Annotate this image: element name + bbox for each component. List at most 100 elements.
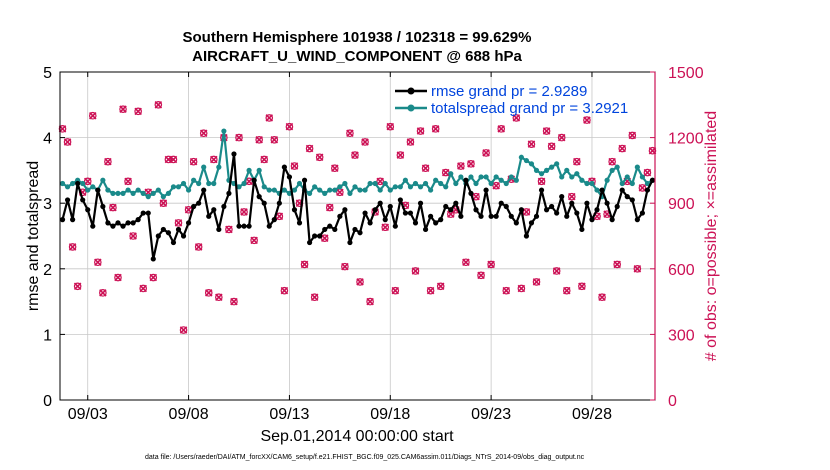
rmse-point	[70, 217, 76, 223]
obs-possible-marker	[421, 164, 430, 173]
rmse-point	[564, 213, 570, 219]
obs-assimilated-marker	[643, 168, 652, 177]
obs-assimilated-marker	[537, 177, 546, 186]
obs-assimilated-stroke	[532, 278, 541, 286]
obs-possible-marker	[457, 162, 465, 170]
rmse-point	[629, 197, 635, 203]
obs-assimilated-marker	[315, 153, 324, 162]
rmse-point	[276, 200, 282, 206]
obs-possible-marker	[648, 146, 657, 155]
rmse-point	[518, 207, 524, 213]
obs-possible-marker	[497, 125, 506, 133]
obs-possible-marker	[426, 286, 435, 295]
obs-assimilated-marker	[568, 192, 576, 201]
rmse-point	[528, 220, 535, 226]
obs-assimilated-marker	[99, 289, 107, 297]
obs-assimilated-stroke	[346, 129, 354, 137]
rmse-point	[478, 213, 484, 219]
obs-assimilated-stroke	[628, 131, 637, 140]
rmse-point	[453, 200, 459, 206]
rmse-point	[165, 230, 172, 236]
totalspread-point	[246, 167, 252, 173]
obs-assimilated-stroke	[204, 289, 213, 297]
obs-assimilated-stroke	[441, 168, 450, 177]
obs-assimilated-stroke	[583, 116, 591, 124]
obs-possible-marker	[346, 129, 354, 138]
obs-assimilated-stroke	[376, 177, 384, 186]
x-tick-label: 09/28	[572, 406, 612, 423]
legend: rmse grand pr = 2.9289 totalspread grand…	[395, 83, 628, 117]
obs-possible-marker	[169, 155, 178, 164]
y-right-tick-label: 300	[668, 327, 695, 344]
obs-possible-marker	[204, 289, 213, 297]
obs-assimilated-marker	[270, 136, 279, 144]
rmse-point	[352, 226, 358, 233]
obs-assimilated-marker	[124, 177, 132, 186]
obs-assimilated-stroke	[396, 151, 405, 159]
obs-assimilated-marker	[633, 265, 642, 273]
obs-assimilated-stroke	[557, 133, 566, 142]
x-axis-label: Sep.01,2014 00:00:00 start	[260, 428, 454, 445]
chart-title-line1: Southern Hemisphere 101938 / 102318 = 99…	[183, 29, 532, 46]
totalspread-point	[543, 167, 550, 173]
rmse-point	[180, 233, 187, 239]
rmse-point	[433, 220, 439, 226]
obs-assimilated-marker	[275, 212, 284, 221]
obs-assimilated-marker	[341, 262, 349, 271]
obs-assimilated-stroke	[260, 155, 268, 164]
obs-possible-marker	[285, 122, 294, 131]
obs-assimilated-stroke	[255, 136, 263, 144]
obs-assimilated-stroke	[542, 127, 551, 135]
rmse-point	[443, 203, 449, 210]
totalspread-point	[483, 174, 489, 180]
rmse-point	[125, 220, 131, 226]
obs-assimilated-marker	[497, 125, 505, 133]
obs-assimilated-marker	[225, 225, 233, 234]
obs-possible-marker	[270, 135, 279, 144]
obs-possible-marker	[325, 203, 334, 212]
obs-assimilated-marker	[502, 286, 511, 295]
totalspread-point	[412, 180, 419, 187]
obs-assimilated-marker	[83, 177, 92, 186]
obs-possible-marker	[512, 114, 521, 122]
totalspread-point	[594, 187, 600, 193]
totalspread-point	[185, 187, 192, 193]
obs-possible-marker	[618, 144, 627, 153]
obs-assimilated-marker	[351, 151, 359, 159]
obs-possible-marker	[633, 264, 642, 273]
obs-assimilated-stroke	[310, 293, 319, 301]
totalspread-point	[221, 128, 227, 134]
obs-assimilated-stroke	[68, 243, 77, 251]
obs-assimilated-stroke	[199, 129, 208, 137]
totalspread-point	[392, 184, 398, 190]
rmse-point	[402, 210, 409, 216]
rmse-point	[105, 220, 111, 226]
obs-assimilated-marker	[361, 138, 369, 146]
obs-possible-marker	[331, 164, 339, 173]
rmse-point	[589, 217, 595, 223]
rmse-point	[140, 210, 146, 216]
obs-possible-marker	[305, 144, 314, 153]
rmse-point	[412, 220, 419, 226]
obs-possible-marker	[376, 177, 384, 186]
obs-possible-marker	[578, 282, 586, 291]
obs-assimilated-stroke	[270, 136, 279, 144]
totalspread-point	[110, 190, 116, 196]
totalspread-point	[322, 190, 328, 196]
rmse-point	[357, 230, 363, 236]
totalspread-point	[100, 177, 106, 183]
obs-assimilated-marker	[320, 234, 329, 242]
obs-possible-marker	[583, 116, 591, 124]
totalspread-point	[216, 164, 222, 170]
obs-assimilated-marker	[386, 122, 395, 131]
rmse-point	[221, 203, 227, 210]
obs-assimilated-stroke	[643, 168, 652, 177]
obs-assimilated-marker	[159, 199, 168, 207]
obs-assimilated-marker	[194, 243, 203, 251]
rmse-point	[483, 187, 489, 193]
obs-possible-marker	[159, 199, 168, 208]
obs-assimilated-stroke	[300, 260, 309, 269]
obs-possible-marker	[149, 273, 158, 282]
totalspread-point	[619, 180, 625, 187]
obs-assimilated-marker	[230, 297, 238, 306]
